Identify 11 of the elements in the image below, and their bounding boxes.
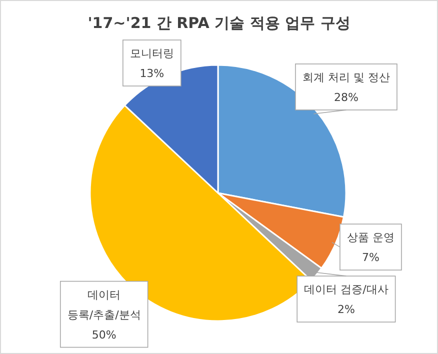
data-label: 7% (362, 251, 380, 264)
slice-label: 상품 운영 (346, 231, 394, 244)
slice-label: 데이터 검증/대사 (304, 283, 388, 296)
slice-label: 회계 처리 및 정산 (302, 70, 390, 84)
slice-label: 모니터링 (130, 47, 174, 60)
chart-title: '17~'21 간 RPA 기술 적용 업무 구성 (88, 14, 350, 32)
slice-label: 데이터 등록/추출/분석 (67, 288, 141, 322)
data-label: 2% (337, 303, 355, 316)
data-label: 50% (92, 328, 116, 342)
data-label: 13% (140, 67, 164, 80)
data-label: 28% (334, 90, 358, 104)
